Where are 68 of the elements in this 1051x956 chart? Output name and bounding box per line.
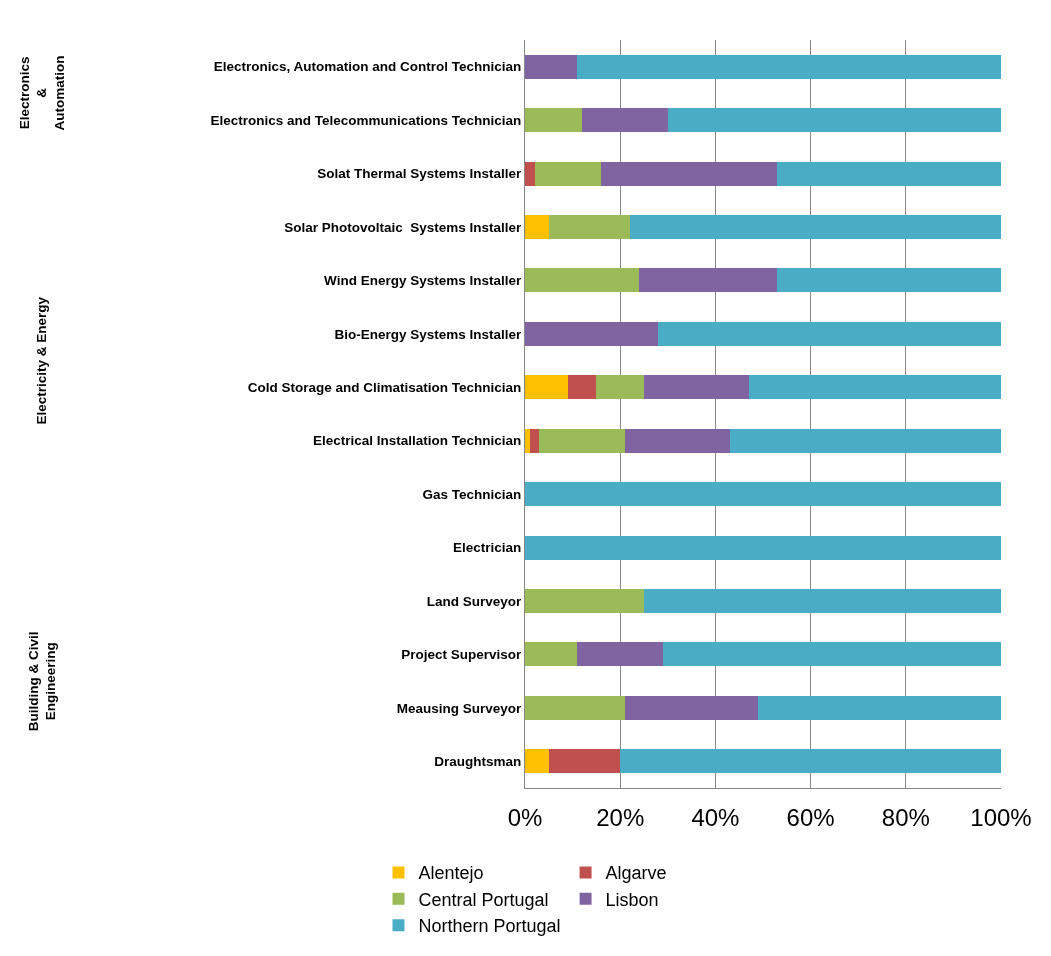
legend-label: Algarve [605,863,667,884]
bar [777,161,1001,186]
y-tick-label: Project Supervisor [401,647,523,663]
bar [629,214,1001,240]
y-tick-label: Electrical Installation Technician [312,433,522,449]
legend-label: Alentejo [418,863,484,884]
x-tick-label: 80% [881,803,930,831]
bar [534,161,602,186]
text: Electricity & Energy [34,296,50,425]
y-tick-label: Bio-Energy Systems Installer [334,326,523,342]
bar [529,428,540,453]
legend-label: Central Portugal [418,889,549,910]
bar [748,375,1001,400]
x-tick-label: 0% [507,803,543,831]
bar [525,268,640,293]
bar [567,375,597,400]
bar [525,535,1001,560]
x-tick-label: 100% [970,803,1032,831]
bar [577,54,1001,79]
bar [548,214,630,240]
bar [525,642,578,667]
x-tick-label: 20% [596,803,645,831]
y-tick-label: Electronics and Telecommunications Technician [210,112,522,128]
bar [639,268,778,293]
bar [525,214,549,240]
bar [658,321,1001,346]
y-tick-label: Electrician [453,540,522,556]
bar [525,428,530,453]
y-tick-label: Draughtsman [434,754,522,770]
bar [596,375,644,400]
legend-label: Lisbon [605,889,659,910]
y-tick-label: Land Surveyor [426,593,523,609]
bar [582,108,668,133]
bar [758,695,1001,720]
bar [577,642,664,667]
bar [525,695,625,720]
bar [548,749,621,774]
y-tick-label: Solat Thermal Systems Installer [317,166,523,182]
x-tick-label: 40% [691,803,740,831]
y-tick-label: Solar Photovoltaic Systems Installer [284,219,523,235]
text: Building & Civil Engineering [25,631,59,732]
bar [525,54,578,79]
bar [525,749,549,774]
bar [620,749,1001,774]
bar [644,375,749,400]
bar [667,108,1001,133]
bar [525,161,535,186]
bar [624,695,759,720]
y-tick-label: Wind Energy Systems Installer [324,273,523,289]
bar [644,588,1001,614]
text: Electronics & Automation [16,55,67,131]
bar [539,428,625,453]
y-tick-label: Meausing Surveyor [396,700,523,716]
legend-label: Northern Portugal [418,916,561,937]
y-tick-label: Electronics, Automation and Control Technician [213,59,522,75]
bar [729,428,1001,453]
bar [624,428,730,453]
y-tick-label: Gas Technician [422,486,522,502]
bar [525,375,568,400]
bar [525,321,659,346]
y-tick-label: Cold Storage and Climatisation Technician [247,380,522,396]
x-tick-label: 60% [786,803,835,831]
bar [601,161,778,186]
bar [525,482,1001,507]
bar [525,108,583,133]
bar [777,268,1001,293]
bar [663,642,1001,667]
bar [525,588,644,614]
